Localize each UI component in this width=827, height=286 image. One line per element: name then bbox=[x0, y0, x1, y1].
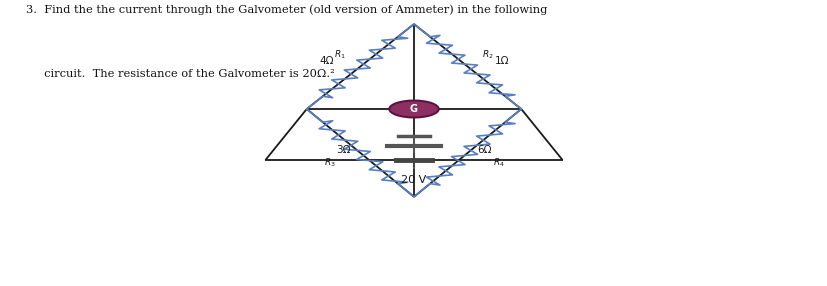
Text: 1Ω: 1Ω bbox=[494, 56, 509, 66]
Text: $R_4$: $R_4$ bbox=[492, 157, 504, 169]
Text: 20 V: 20 V bbox=[401, 175, 426, 185]
Text: 3.  Find the the current through the Galvometer (old version of Ammeter) in the : 3. Find the the current through the Galv… bbox=[26, 4, 547, 15]
Text: 6Ω: 6Ω bbox=[477, 145, 491, 155]
Text: 4Ω: 4Ω bbox=[318, 56, 333, 66]
Text: G: G bbox=[409, 104, 418, 114]
Text: 3Ω: 3Ω bbox=[336, 145, 350, 155]
Text: $R_1$: $R_1$ bbox=[333, 49, 346, 61]
Text: $R_2$: $R_2$ bbox=[481, 49, 494, 61]
Text: circuit.  The resistance of the Galvometer is 20Ω.²: circuit. The resistance of the Galvomete… bbox=[26, 69, 334, 79]
Text: $R_3$: $R_3$ bbox=[323, 157, 335, 169]
Circle shape bbox=[389, 100, 438, 118]
